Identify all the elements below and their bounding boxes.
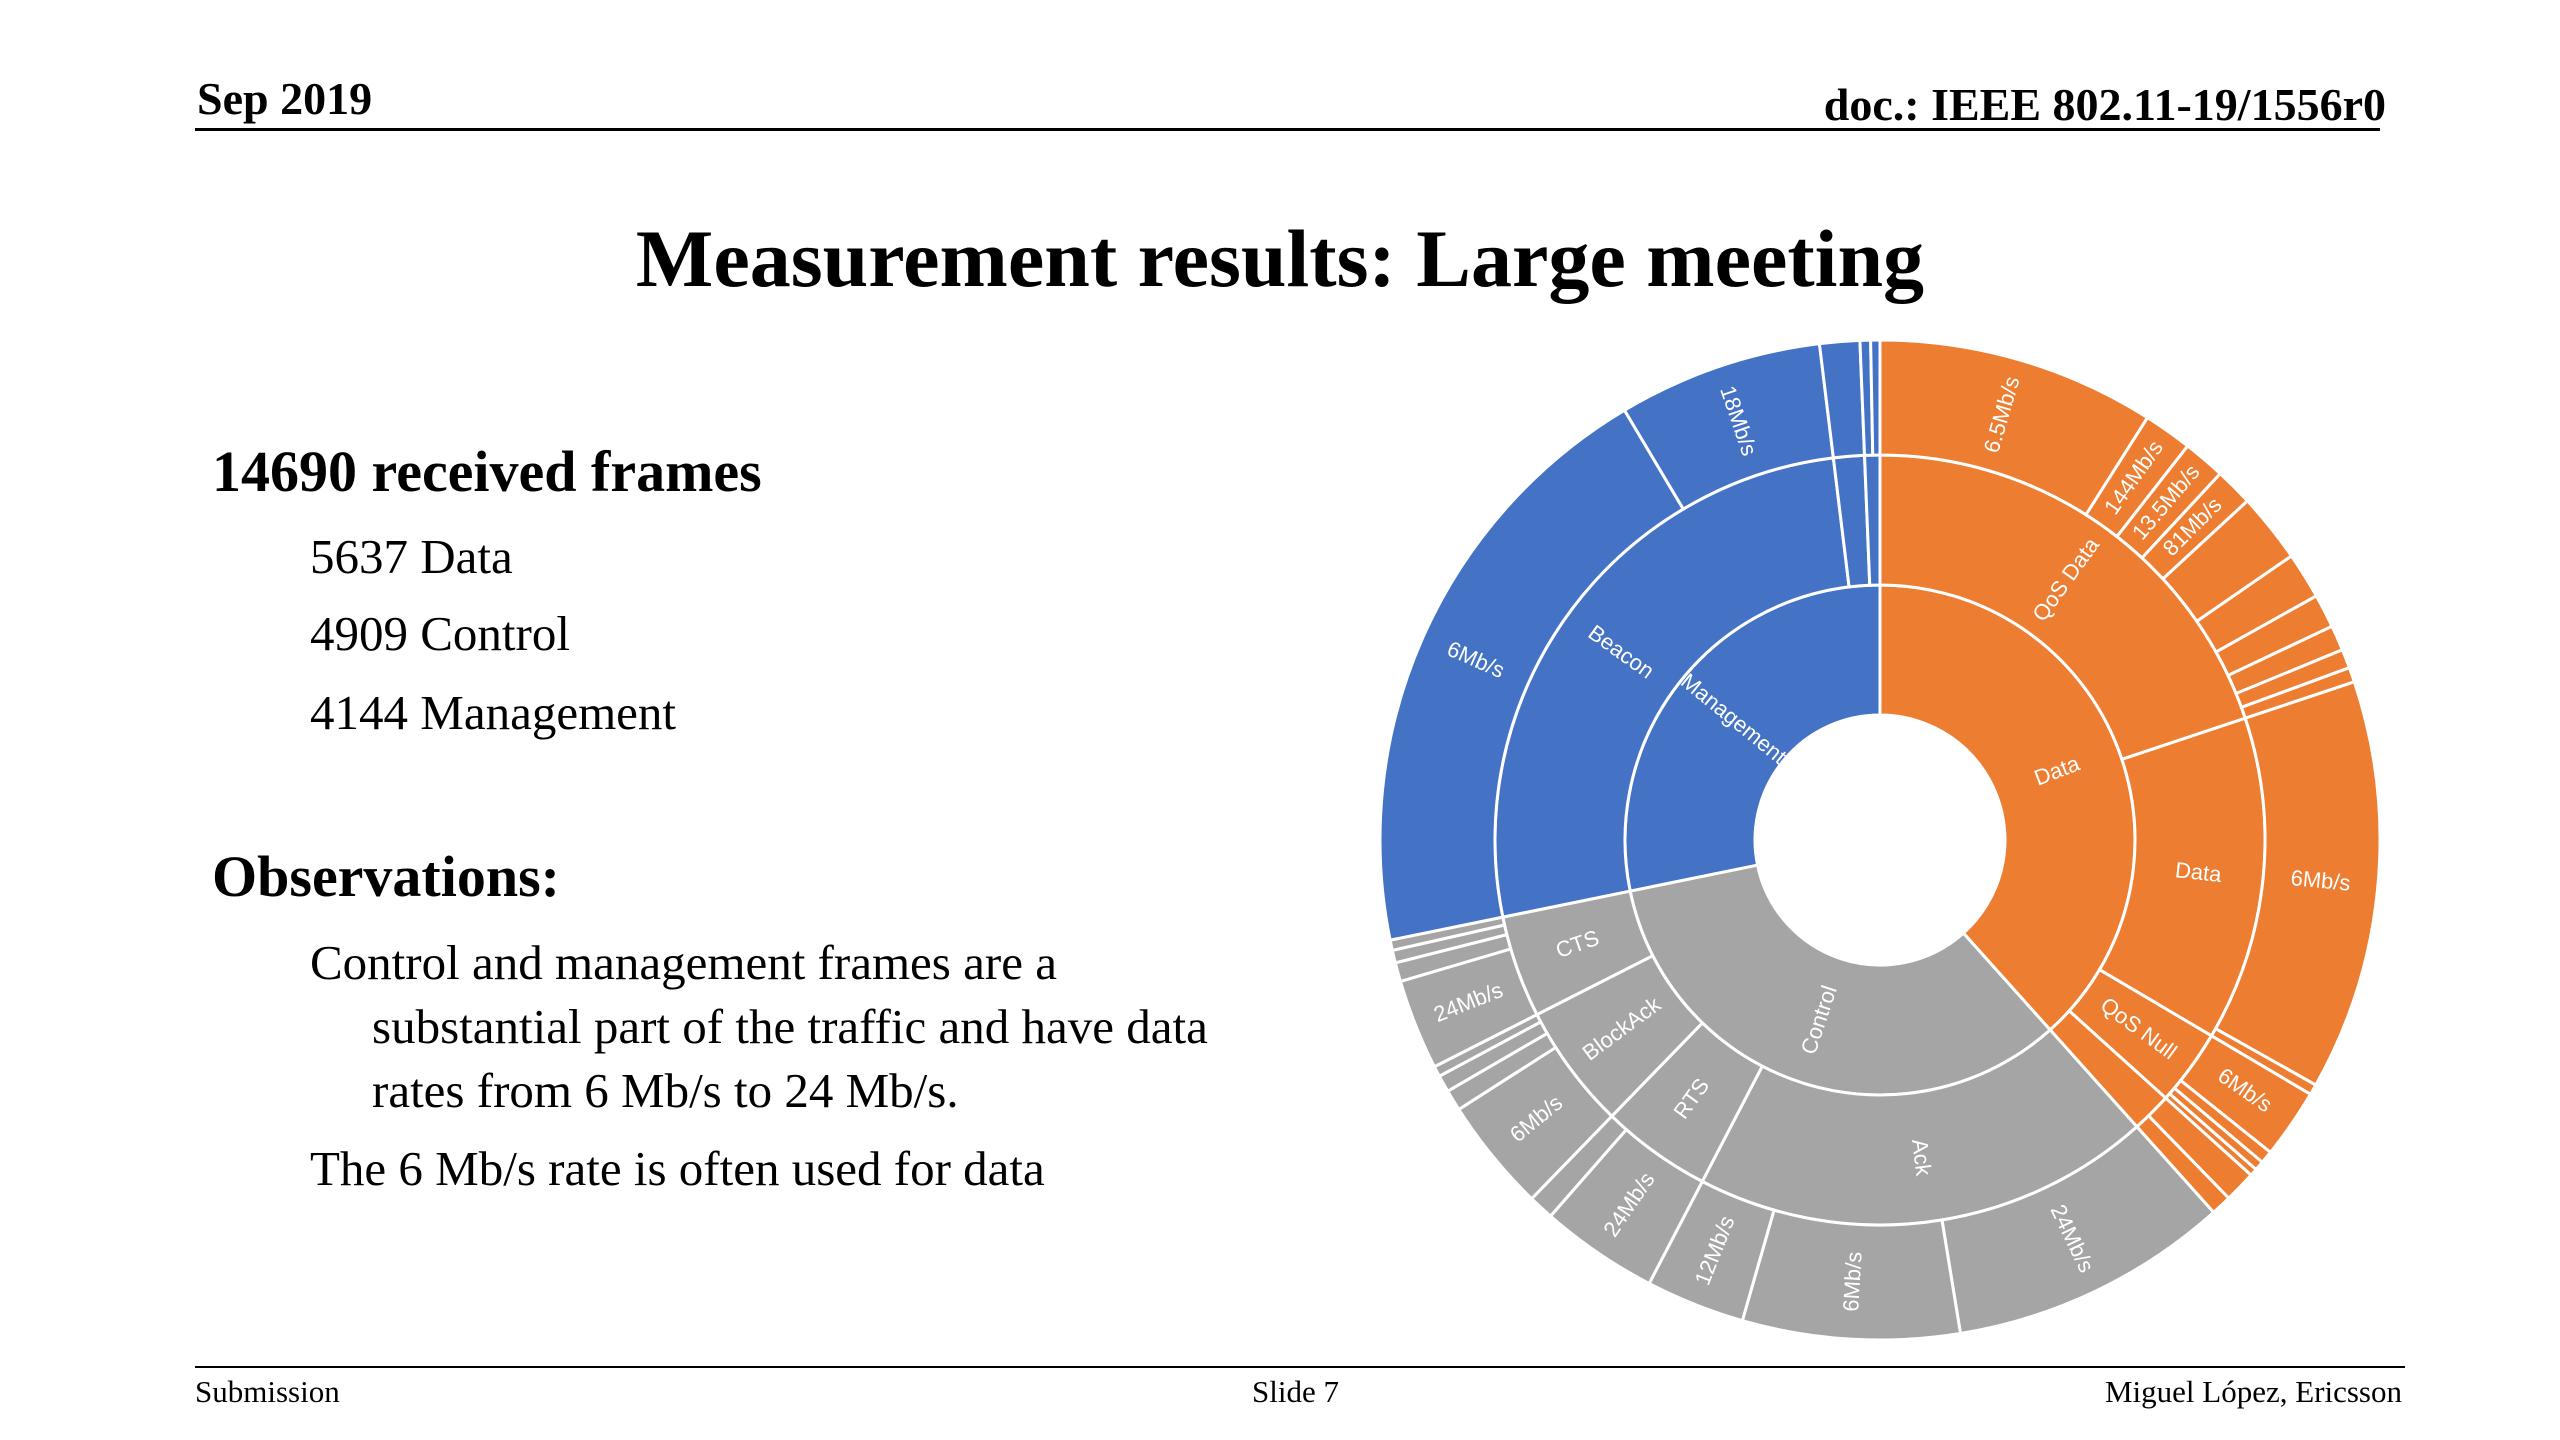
- header-rule: [195, 128, 2380, 131]
- observation-1-line-2: substantial part of the traffic and have…: [372, 999, 1208, 1054]
- observation-1-line-3: rates from 6 Mb/s to 24 Mb/s.: [372, 1063, 959, 1118]
- footer-slide-number: Slide 7: [1252, 1374, 1339, 1409]
- sunburst-label-data-data-6mb-s: 6Mb/s: [2290, 865, 2352, 896]
- sunburst-label-control-ack-6mb-s: 6Mb/s: [1838, 1251, 1866, 1312]
- sunburst-label-data-data: Data: [2174, 857, 2224, 887]
- observation-1-line-1: Control and management frames are a: [310, 935, 1057, 990]
- count-data: 5637 Data: [310, 529, 513, 584]
- count-control: 4909 Control: [310, 606, 570, 661]
- observation-2: The 6 Mb/s rate is often used for data: [310, 1141, 1045, 1196]
- count-management: 4144 Management: [310, 685, 677, 740]
- sunburst-management-other-segment-segment: [1869, 338, 1882, 457]
- footer-rule: [195, 1366, 2405, 1368]
- footer-author: Miguel López, Ericsson: [2104, 1374, 2402, 1409]
- slide-title: Measurement results: Large meeting: [635, 213, 1925, 304]
- received-frames-heading: 14690 received frames: [212, 439, 762, 504]
- footer-submission: Submission: [195, 1374, 340, 1409]
- sunburst-label-control-ack: Ack: [1907, 1138, 1937, 1179]
- header-date: Sep 2019: [197, 73, 373, 124]
- header-doc-id: doc.: IEEE 802.11-19/1556r0: [1823, 79, 2386, 130]
- observations-heading: Observations:: [212, 844, 560, 909]
